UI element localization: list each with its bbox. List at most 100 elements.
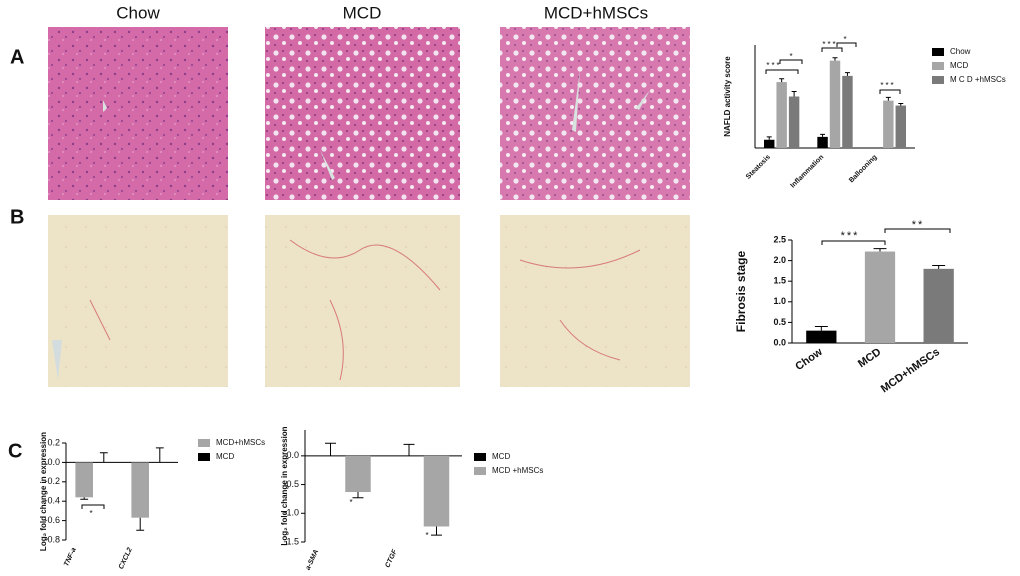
bar	[75, 462, 93, 498]
image-header: Chow	[116, 3, 160, 22]
significance-bracket	[821, 240, 886, 245]
x-tick-label: CXCL2	[118, 547, 134, 571]
y-tick-label: -0.5	[283, 479, 299, 489]
error-bar	[352, 492, 364, 499]
error-bar	[814, 326, 828, 331]
significance-bracket	[884, 228, 951, 233]
legend-swatch	[474, 467, 486, 475]
y-axis-label: Log₂ fold change in expression	[280, 426, 289, 545]
bar	[131, 462, 149, 518]
legend-label: M C D +hMSCs	[950, 75, 1006, 84]
significance-bracket	[836, 42, 857, 47]
error-bar	[791, 91, 797, 97]
y-tick-label: 0.0	[47, 457, 60, 467]
legend-swatch	[198, 453, 210, 461]
significance-bracket	[879, 89, 901, 94]
significance-bracket	[821, 47, 843, 52]
panel-label: B	[10, 206, 24, 228]
bar	[864, 251, 896, 343]
error-bar	[873, 248, 887, 252]
bar	[817, 136, 828, 148]
sirius-image	[500, 215, 690, 387]
x-tick-label: TNF-a	[63, 547, 78, 568]
error-bar	[430, 526, 442, 536]
significance-annotation: *	[789, 52, 794, 61]
significance-bracket	[779, 59, 803, 64]
sirius-image	[265, 215, 460, 387]
legend-label: MCD+hMSCs	[216, 438, 265, 447]
y-tick-label: -0.8	[44, 534, 60, 544]
error-bar	[99, 452, 108, 463]
significance-annotation: ***	[880, 81, 895, 90]
bar	[423, 455, 450, 527]
y-tick-label: -1.5	[283, 536, 299, 546]
y-tick-label: -0.4	[44, 496, 60, 506]
y-tick-label: 0.5	[773, 317, 786, 327]
error-bar	[820, 133, 826, 137]
significance-annotation: *	[425, 531, 430, 540]
legend-swatch	[932, 62, 944, 70]
x-tick-label: Steatosis	[745, 154, 772, 181]
bar	[764, 139, 775, 148]
image-header: MCD	[343, 3, 382, 22]
y-tick-label: 1.0	[773, 296, 786, 306]
significance-annotation: **	[912, 219, 925, 231]
x-tick-label: CTGF	[384, 548, 399, 569]
significance-bracket	[765, 69, 799, 74]
error-bar	[155, 447, 164, 463]
legend-label: MCD	[216, 452, 234, 461]
legend-swatch	[474, 453, 486, 461]
legend-swatch	[198, 439, 210, 447]
bar	[842, 75, 853, 148]
x-tick-label: Inflammation	[790, 154, 826, 190]
error-bar	[844, 72, 850, 76]
significance-bracket	[81, 504, 105, 509]
error-bar	[898, 103, 904, 106]
y-tick-label: 1.5	[773, 276, 786, 286]
bar	[776, 82, 787, 148]
legend-label: MCD +hMSCs	[492, 466, 543, 475]
x-tick-label: MCD+hMSCs	[879, 346, 942, 395]
legend-label: MCD	[950, 61, 968, 70]
error-bar	[766, 136, 772, 140]
he-image	[500, 27, 690, 200]
image-header: MCD+hMSCs	[544, 3, 648, 22]
y-tick-label: 2.5	[773, 234, 786, 244]
error-bar	[832, 57, 838, 61]
y-tick-label: 2.0	[773, 255, 786, 265]
y-axis-label: NAFLD activity score	[723, 56, 732, 137]
x-tick-label: Chow	[793, 346, 825, 373]
legend-swatch	[932, 76, 944, 84]
y-tick-label: -0.2	[44, 476, 60, 486]
significance-annotation: *	[843, 35, 848, 44]
error-bar	[779, 78, 785, 83]
bar	[829, 60, 841, 148]
error-bar	[932, 265, 946, 269]
fibers	[89, 239, 641, 381]
bar	[883, 100, 894, 148]
bar	[923, 268, 954, 343]
y-tick-label: -0.6	[44, 515, 60, 525]
bar	[806, 330, 837, 343]
significance-annotation: *	[89, 509, 94, 518]
legend-label: MCD	[492, 452, 510, 461]
x-tick-label: a-SMA	[305, 549, 321, 572]
error-bar	[885, 96, 891, 101]
error-bar	[136, 517, 145, 531]
significance-annotation: ***	[822, 40, 837, 49]
vessels	[52, 340, 62, 380]
legend-swatch	[932, 48, 944, 56]
bar	[345, 455, 371, 493]
sirius-image	[48, 215, 228, 387]
legend-label: Chow	[950, 47, 971, 56]
he-image	[265, 27, 460, 200]
y-tick-label: 0.0	[773, 337, 786, 347]
error-bar	[325, 442, 337, 456]
y-tick-label: 0.2	[47, 437, 60, 447]
x-tick-label: Ballooning	[848, 154, 879, 185]
y-tick-label: -1.0	[283, 508, 299, 518]
x-tick-label: MCD	[856, 346, 883, 370]
significance-annotation: ***	[766, 61, 781, 70]
y-axis-label: Fibrosis stage	[734, 250, 748, 332]
bar	[788, 96, 800, 148]
